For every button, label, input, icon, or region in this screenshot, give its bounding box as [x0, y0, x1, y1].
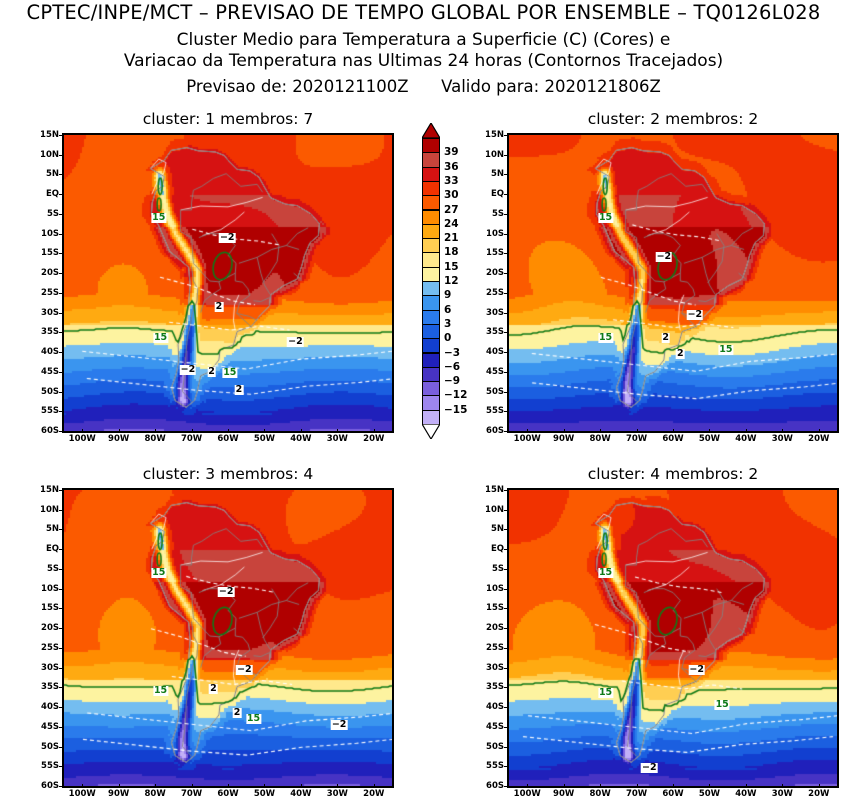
colorbar-tick-label: 36 [444, 160, 459, 173]
colorbar-swatch [422, 295, 440, 311]
colorbar-tick-label: 21 [444, 232, 459, 245]
colorbar-tick-label: −6 [444, 360, 461, 373]
forecast-time-label: Previsao de: 2020121100Z [186, 77, 409, 96]
colorbar-swatch [422, 395, 440, 411]
valid-time-label: Valido para: 2020121806Z [441, 77, 661, 96]
colorbar-tick-label: 6 [444, 303, 452, 316]
colorbar-tick-label: 27 [444, 203, 459, 216]
colorbar-extend-max-arrow [420, 121, 442, 139]
colorbar-tick-label: 12 [444, 275, 459, 287]
title-line-2: Cluster Medio para Temperatura a Superfi… [176, 30, 671, 50]
colorbar-swatch [422, 366, 440, 383]
colorbar-swatch [422, 338, 440, 354]
colorbar-swatch [422, 252, 440, 268]
colorbar-swatch [422, 238, 440, 254]
colorbar-swatch [422, 409, 440, 425]
colorbar-tick-label: −15 [444, 403, 468, 416]
colorbar-tick-label: −9 [444, 375, 461, 388]
colorbar-tick-label: −12 [444, 389, 468, 402]
colorbar-swatch [422, 166, 440, 182]
title-line-3: Variacao da Temperatura nas Ultimas 24 h… [123, 51, 724, 71]
title-line-1: CPTEC/INPE/MCT – PREVISAO DE TEMPO GLOBA… [26, 1, 821, 24]
colorbar-swatch [422, 266, 440, 282]
colorbar-swatch [422, 281, 440, 297]
colorbar-tick-label: 33 [444, 174, 459, 187]
colorbar-swatch [422, 180, 440, 197]
colorbar-tick-label: 30 [444, 189, 459, 202]
colorbar-swatch [422, 323, 440, 340]
colorbar-tick-label: 24 [444, 217, 459, 230]
colorbar-swatch [422, 195, 440, 211]
colorbar-swatch [422, 223, 440, 240]
colorbar-swatch [422, 352, 440, 368]
colorbar-extend-min-arrow [420, 423, 442, 441]
time-line: Previsao de: 2020121100Z Valido para: 20… [0, 76, 847, 97]
colorbar-tick-label: 3 [444, 317, 452, 330]
colorbar-swatch [422, 381, 440, 397]
colorbar-tick-label: 39 [444, 146, 459, 159]
colorbar-tick-label: 15 [444, 260, 459, 273]
colorbar-swatch [422, 152, 440, 168]
chart-header: CPTEC/INPE/MCT – PREVISAO DE TEMPO GLOBA… [0, 0, 847, 97]
colorbar-swatch [422, 309, 440, 325]
colorbar-swatch [422, 209, 440, 225]
colorbar-tick-label: −3 [444, 346, 461, 359]
colorbar-tick-label: 0 [444, 332, 452, 345]
colorbar-tick-label: 9 [444, 289, 452, 302]
colorbar-tick-label: 18 [444, 246, 459, 259]
colorbar-swatch [422, 138, 440, 154]
